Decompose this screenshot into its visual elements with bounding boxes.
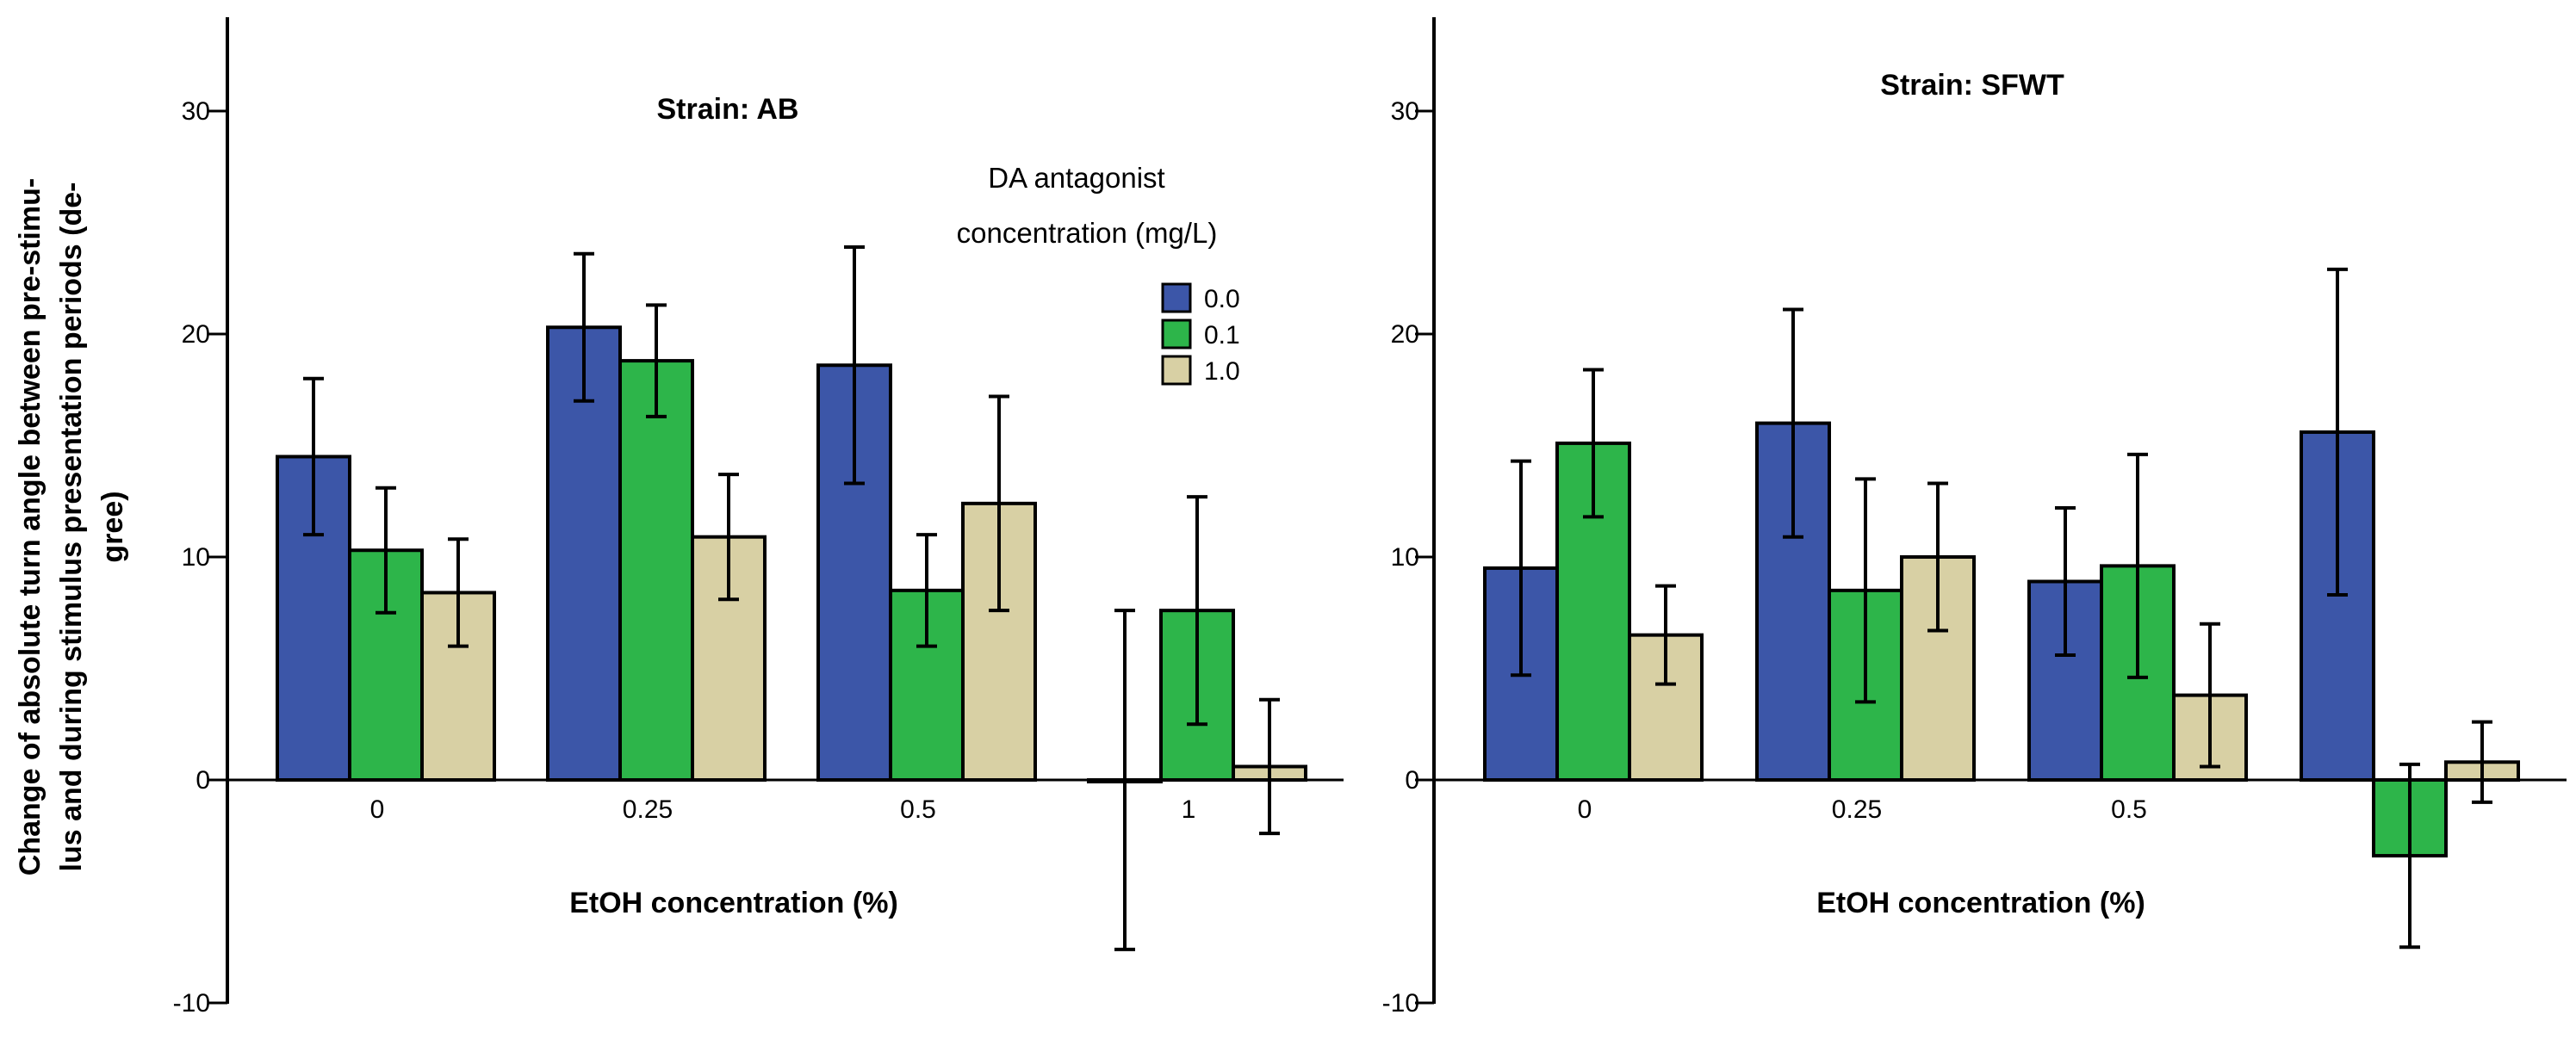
legend-swatch <box>1161 319 1192 350</box>
legend: DA antagonist concentration (mg/L) 0.0 0.… <box>957 162 1240 386</box>
x-axis-label-sfwt: EtOH concentration (%) <box>1816 887 2145 919</box>
y-axis-label-line-1: Change of absolute turn angle between pr… <box>14 178 47 875</box>
y-tick-label: 20 <box>182 320 210 349</box>
legend-entry-label: 0.0 <box>1204 285 1240 313</box>
y-tick-label: 30 <box>1391 97 1419 126</box>
y-tick-label: -10 <box>173 989 210 1018</box>
x-axis-label-ab: EtOH concentration (%) <box>569 887 898 919</box>
y-axis-label-line-2: lus and during stimulus presentation per… <box>55 183 88 872</box>
y-tick-label: 10 <box>1391 543 1419 572</box>
y-axis-label: Change of absolute turn angle between pr… <box>14 178 129 875</box>
y-tick-label: 30 <box>182 97 210 126</box>
chart-title-sfwt: Strain: SFWT <box>1880 69 2064 102</box>
legend-swatch <box>1161 282 1192 313</box>
y-tick-label: 0 <box>1405 766 1419 795</box>
y-tick-label: -10 <box>1382 989 1419 1018</box>
chart-panel-ab: Strain: AB EtOH concentration (%) -10010… <box>173 17 1344 1018</box>
x-tick-label: 0.5 <box>900 795 936 824</box>
legend-entry-label: 1.0 <box>1204 357 1240 386</box>
chart-panel-sfwt: Strain: SFWT EtOH concentration (%) -10 0… <box>1382 17 2567 1018</box>
y-tick-label: 10 <box>182 543 210 572</box>
y-tick-label: 20 <box>1391 320 1419 349</box>
legend-swatch <box>1161 355 1192 386</box>
x-tick-label: 1 <box>1182 795 1196 824</box>
legend-entry-label: 0.1 <box>1204 321 1240 350</box>
x-tick-label: 0 <box>370 795 385 824</box>
x-tick-label: 0 <box>1578 795 1592 824</box>
bar-0_0 <box>2027 579 2103 782</box>
y-axis-label-line-3: gree) <box>96 491 129 562</box>
y-tick-label: 0 <box>196 766 210 795</box>
x-tick-label: 0.5 <box>2111 795 2147 824</box>
x-tick-label: 0.25 <box>623 795 673 824</box>
bar-0_1 <box>618 359 694 782</box>
legend-title-line-2: concentration (mg/L) <box>957 217 1218 249</box>
chart-title-ab: Strain: AB <box>657 93 799 126</box>
x-tick-label: 0.25 <box>1832 795 1882 824</box>
legend-title-line-1: DA antagonist <box>988 162 1164 194</box>
